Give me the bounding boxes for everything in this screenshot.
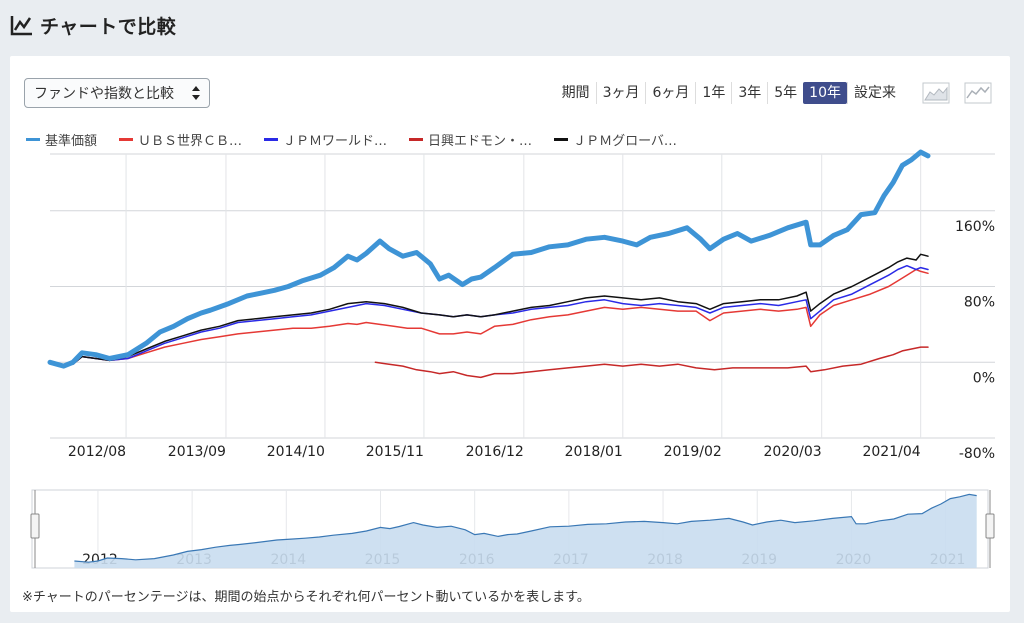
period-option[interactable]: 6ヶ月 — [645, 82, 695, 104]
series-line — [47, 149, 931, 369]
handle-grip — [30, 513, 40, 539]
chart-card: ファンドや指数と比較 期間 3ヶ月 6ヶ月 1年 3年 5年 10年 設定来 基準価額 ＵＢＳ世… — [10, 56, 1010, 612]
line-chart-icon — [10, 16, 32, 36]
period-option[interactable]: 設定来 — [847, 82, 902, 104]
legend-label: 日興エドモン・… — [428, 134, 533, 149]
legend-swatch — [119, 138, 134, 141]
legend-item[interactable]: ＵＢＳ世界ＣＢ… — [119, 130, 242, 149]
series-line — [374, 346, 929, 379]
period-selector: 期間 3ヶ月 6ヶ月 1年 3年 5年 10年 設定来 — [556, 80, 902, 106]
navigator-line — [74, 493, 977, 563]
compare-select-label: ファンドや指数と比較 — [34, 86, 174, 102]
x-tick-label: 2021/04 — [862, 444, 920, 460]
legend-item[interactable]: 日興エドモン・… — [409, 130, 532, 149]
x-tick-label: 2013/09 — [168, 444, 226, 460]
legend-item[interactable]: ＪＰＭグローバ… — [554, 130, 677, 149]
period-option[interactable]: 1年 — [695, 82, 731, 104]
x-tick-label: 2015/11 — [366, 444, 424, 460]
performance-chart: -80% 0% 80% 160% 2012/08 2013/09 2014/10 2015/1… — [30, 149, 995, 569]
y-tick-label: 160% — [955, 219, 995, 235]
compare-select[interactable]: ファンドや指数と比較 — [24, 78, 210, 108]
area-chart-toggle-icon[interactable] — [922, 82, 950, 104]
legend-item[interactable]: 基準価額 — [26, 130, 97, 149]
y-tick-label: 80% — [964, 295, 995, 311]
period-option[interactable]: 3ヶ月 — [595, 82, 646, 104]
series-line — [49, 268, 929, 367]
x-tick-label: 2012/08 — [68, 444, 126, 460]
period-option: 期間 — [561, 85, 590, 101]
legend-swatch — [409, 138, 424, 141]
line-chart-toggle-icon[interactable] — [964, 82, 992, 104]
legend-label: 基準価額 — [45, 134, 98, 149]
y-tick-label: -80% — [959, 446, 995, 462]
navigator-left-handle[interactable] — [30, 490, 40, 568]
series-line — [49, 253, 929, 367]
navigator-area — [74, 494, 977, 568]
legend-label: ＵＢＳ世界ＣＢ… — [138, 134, 243, 149]
section-header: チャートで比較 — [10, 12, 176, 38]
handle-grip — [985, 513, 995, 539]
legend-item[interactable]: ＪＰＭワールド… — [264, 130, 387, 149]
x-tick-label: 2020/03 — [764, 444, 822, 460]
legend-label: ＪＰＭワールド… — [283, 134, 388, 149]
y-tick-label: 0% — [973, 370, 995, 386]
x-tick-label: 2019/02 — [664, 444, 722, 460]
legend-swatch — [26, 138, 40, 141]
legend-label: ＪＰＭグローバ… — [573, 134, 677, 149]
x-tick-label: 2016/12 — [466, 444, 524, 460]
navigator-right-handle[interactable] — [985, 490, 995, 568]
legend-swatch — [554, 138, 569, 141]
section-title: チャートで比較 — [40, 15, 177, 38]
chart-legend: 基準価額 ＵＢＳ世界ＣＢ… ＪＰＭワールド… 日興エドモン・… ＪＰＭグローバ… — [26, 130, 699, 149]
footnote: ※チャートのパーセンテージは、期間の始点からそれぞれ何パーセント動いているかを表… — [22, 590, 590, 605]
period-option[interactable]: 3年 — [731, 82, 767, 104]
series-line — [49, 264, 929, 367]
select-arrows-icon — [192, 86, 200, 100]
x-tick-label: 2018/01 — [565, 444, 623, 460]
x-tick-label: 2014/10 — [267, 444, 325, 460]
legend-swatch — [264, 138, 279, 141]
period-option[interactable]: 10年 — [803, 82, 847, 104]
period-option[interactable]: 5年 — [767, 82, 803, 104]
